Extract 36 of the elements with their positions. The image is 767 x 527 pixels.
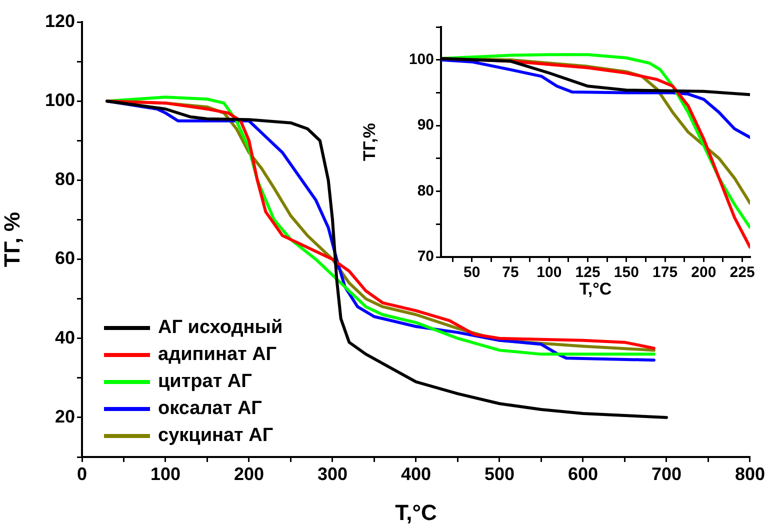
x-tick-label: 50 — [464, 264, 480, 282]
y-tick-label: 60 — [54, 248, 75, 268]
x-tick-label: 200 — [234, 464, 264, 484]
y-tick-label: 40 — [54, 327, 75, 348]
x-tick-label: 0 — [76, 464, 88, 484]
x-tick-label: 800 — [734, 464, 766, 484]
y-tick-label: 100 — [44, 90, 75, 110]
y-axis-title: ТГ, % — [0, 212, 24, 268]
x-axis-title: T,°C — [395, 500, 437, 525]
x-axis-title: T,°C — [579, 279, 612, 298]
x-tick-label: 100 — [536, 264, 562, 282]
x-tick-label: 75 — [502, 264, 519, 282]
x-tick-label: 300 — [317, 464, 348, 484]
x-tick-label: 225 — [730, 264, 755, 282]
legend-label: цитрат АГ — [158, 370, 252, 394]
y-tick-label: 80 — [54, 169, 75, 190]
x-tick-label: 600 — [568, 464, 598, 484]
x-tick-label: 700 — [651, 464, 682, 484]
x-tick-label: 200 — [691, 264, 716, 282]
y-axis-title: ТГ,% — [360, 123, 379, 161]
y-tick-label: 90 — [417, 116, 434, 134]
y-tick-label: 100 — [408, 51, 434, 68]
y-tick-label: 80 — [417, 182, 434, 200]
y-tick-label: 70 — [417, 248, 434, 266]
legend-label: адипинат АГ — [158, 343, 277, 367]
y-tick-label: 120 — [44, 10, 75, 31]
x-tick-label: 175 — [652, 264, 678, 282]
x-tick-label: 400 — [400, 464, 432, 484]
legend-label: оксалат АГ — [158, 397, 262, 421]
legend-label: сукцинат АГ — [158, 424, 274, 448]
x-tick-label: 100 — [150, 464, 181, 484]
x-tick-label: 125 — [575, 264, 600, 282]
x-tick-label: 150 — [614, 264, 639, 282]
y-tick-label: 20 — [54, 406, 75, 426]
legend-label: АГ исходный — [158, 316, 283, 340]
x-tick-label: 500 — [484, 464, 515, 484]
